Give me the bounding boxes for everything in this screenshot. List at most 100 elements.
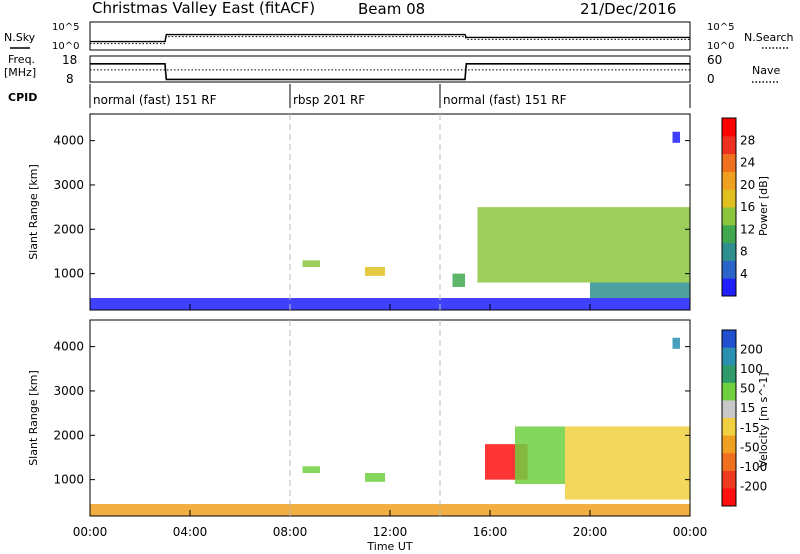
colorbar-tick-label: -200: [740, 479, 767, 493]
y-tick-label: 4000: [53, 340, 84, 354]
nave-tick-top: 60: [707, 53, 722, 67]
heatmap-cell: [365, 472, 385, 482]
cpid-label: CPID: [8, 91, 37, 104]
x-tick-label: 08:00: [273, 525, 308, 539]
beam-label: Beam 08: [358, 0, 425, 18]
colorbar-tick-label: 28: [740, 133, 755, 147]
heatmap-cell: [365, 266, 385, 276]
colorbar-tick-label: 200: [740, 343, 763, 357]
nsearch-tick-top: 10^5: [707, 22, 734, 33]
velocity-colorbar: 200 100 50 15 -15 -50 -100 -200: [721, 329, 767, 507]
figure-title: Christmas Valley East (fitACF): [92, 0, 315, 17]
x-tick-label: 00:00: [673, 525, 708, 539]
colorbar-swatch: [722, 418, 736, 437]
colorbar-swatch: [722, 330, 736, 349]
heatmap-cell: [565, 426, 690, 500]
heatmap-cell: [672, 337, 680, 349]
colorbar-swatch: [722, 260, 736, 279]
colorbar-swatch: [722, 488, 736, 507]
colorbar-swatch: [722, 118, 736, 137]
freq-tick-bottom: 8: [66, 72, 74, 86]
colorbar-swatch: [722, 365, 736, 384]
colorbar-swatch: [722, 224, 736, 244]
nsky-series: [90, 33, 690, 43]
colorbar-tick-label: 12: [740, 222, 755, 236]
colorbar-tick-label: -50: [740, 440, 760, 454]
colorbar-frame: [721, 117, 737, 297]
colorbar-swatch: [722, 278, 736, 297]
colorbar-tick-label: 15: [740, 401, 755, 415]
x-axis-ticks: 00:00 04:00 08:00 12:00 16:00 20:00 00:00: [73, 525, 708, 539]
y-tick-label: 1000: [53, 267, 84, 281]
colorbar-tick-label: -100: [740, 460, 767, 474]
y-tick-label: 2000: [53, 428, 84, 442]
x-tick-label: 04:00: [173, 525, 208, 539]
heatmap-cell: [590, 282, 690, 299]
nave-tick-bottom: 0: [707, 72, 715, 86]
colorbar-swatch: [722, 242, 736, 261]
cpid-segments: normal (fast) 151 RF rbsp 201 RF normal (f…: [89, 84, 691, 108]
colorbar-swatch: [722, 207, 736, 226]
colorbar-tick-label: 24: [740, 156, 755, 170]
nsky-label: N.Sky: [4, 31, 36, 44]
heatmap-cell: [515, 426, 565, 485]
colorbar-tick-label: 50: [740, 382, 755, 396]
nsearch-label: N.Search: [744, 31, 794, 44]
x-tick-label: 12:00: [373, 525, 408, 539]
power-colorbar: 4 8 12 16 20 24 28: [721, 117, 755, 297]
nsky-tick-bottom: 10^0: [52, 41, 79, 52]
x-axis-title: Time UT: [366, 540, 412, 553]
power-ylabel: Slant Range [km]: [27, 164, 40, 260]
colorbar-tick-label: 8: [740, 245, 748, 259]
colorbar-tick-label: 20: [740, 178, 755, 192]
heatmap-cell: [477, 207, 690, 283]
heatmap-cell: [302, 466, 320, 473]
colorbar-swatch: [722, 171, 736, 190]
colorbar-tick-label: -15: [740, 421, 760, 435]
colorbar-tick-label: 16: [740, 200, 755, 214]
heatmap-cell: [452, 273, 465, 287]
nsearch-tick-bottom: 10^0: [707, 41, 734, 52]
x-tick-label: 20:00: [573, 525, 608, 539]
y-tick-label: 3000: [53, 384, 84, 398]
y-tick-label: 3000: [53, 178, 84, 192]
nave-label: Nave: [752, 64, 780, 77]
freq-label-1: Freq.: [8, 53, 35, 66]
power-axes: 1000 2000 3000 4000: [53, 114, 691, 310]
date-label: 21/Dec/2016: [580, 0, 676, 18]
freq-label-2: [MHz]: [4, 66, 36, 79]
power-heatmap: [90, 131, 690, 310]
colorbar-swatch: [722, 189, 736, 208]
velocity-colorbar-label: Velocity [m s^-1]: [757, 372, 770, 467]
colorbar-frame: [721, 329, 737, 507]
velocity-heatmap: [90, 337, 690, 516]
heatmap-cell: [672, 131, 680, 143]
freq-tick-top: 18: [62, 53, 77, 67]
colorbar-swatch: [722, 135, 736, 155]
colorbar-swatch: [722, 435, 736, 454]
x-tick-label: 00:00: [73, 525, 108, 539]
heatmap-cell: [302, 260, 320, 267]
velocity-ylabel: Slant Range [km]: [27, 370, 40, 466]
colorbar-tick-label: 100: [740, 362, 763, 376]
cpid-segment-label: normal (fast) 151 RF: [443, 93, 567, 107]
freq-panel-frame: [89, 55, 691, 83]
colorbar-swatch: [722, 470, 736, 489]
y-tick-label: 1000: [53, 473, 84, 487]
cpid-segment-label: normal (fast) 151 RF: [93, 93, 217, 107]
nsky-tick-top: 10^5: [52, 22, 79, 33]
nsearch-series: [90, 36, 690, 45]
colorbar-swatch: [722, 453, 736, 472]
y-tick-label: 4000: [53, 134, 84, 148]
colorbar-swatch: [722, 347, 736, 366]
cpid-segment-label: rbsp 201 RF: [293, 93, 365, 107]
power-colorbar-label: Power [dB]: [757, 176, 770, 236]
velocity-axes: 1000 2000 3000 4000: [53, 320, 691, 516]
nsky-panel-frame: [89, 21, 691, 51]
freq-series: [90, 63, 690, 81]
y-tick-label: 2000: [53, 222, 84, 236]
colorbar-swatch: [722, 153, 736, 172]
x-tick-label: 16:00: [473, 525, 508, 539]
colorbar-tick-label: 4: [740, 267, 748, 281]
